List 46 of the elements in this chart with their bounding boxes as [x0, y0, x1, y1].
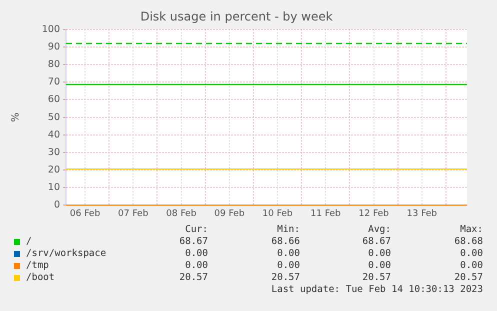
text: 68.66 [271, 236, 300, 248]
text: Min: [277, 224, 300, 236]
text: 68.67 [179, 236, 208, 248]
text: 20.57 [454, 272, 483, 284]
text: 20.57 [179, 272, 208, 284]
y-tick-label: 100 [42, 24, 60, 35]
text: 68.67 [362, 236, 391, 248]
text: Max: [460, 224, 483, 236]
text: Cur: [185, 224, 208, 236]
x-tick-label: 08 Feb [166, 208, 197, 219]
legend-label: / [26, 236, 32, 248]
text: 0.00 [185, 260, 208, 272]
legend-label: /srv/workspace [26, 248, 106, 260]
y-tick-label: 40 [48, 129, 60, 140]
x-tick-label: 13 Feb [406, 208, 438, 219]
y-tick-label: 70 [48, 76, 60, 88]
y-tick-label: 10 [48, 182, 60, 194]
text: 0.00 [368, 248, 391, 260]
text: Avg: [368, 224, 391, 236]
text: 0.00 [460, 248, 483, 260]
text: 0.00 [368, 260, 391, 272]
x-tick-label: 12 Feb [358, 208, 390, 219]
x-tick-label: 10 Feb [262, 208, 293, 219]
y-tick-label: 60 [48, 94, 60, 106]
y-axis-title: % [10, 112, 22, 122]
text: 0.00 [185, 248, 208, 260]
y-tick-label: 0 [54, 200, 60, 211]
text: 0.00 [460, 260, 483, 272]
text: 20.57 [362, 272, 391, 284]
x-tick-label: 09 Feb [214, 208, 245, 219]
x-tick-label: 11 Feb [310, 208, 342, 219]
y-tick-label: 90 [48, 41, 60, 52]
text: Last update: Tue Feb 14 10:30:13 2023 [271, 284, 483, 296]
y-tick-label: 50 [48, 112, 60, 123]
text: 0.00 [277, 248, 300, 260]
y-tick-label: 30 [48, 146, 60, 158]
chart-title: Disk usage in percent - by week [140, 9, 333, 24]
x-tick-label: 07 Feb [118, 208, 149, 219]
legend-label: /tmp [26, 260, 49, 272]
text: 68.68 [454, 236, 483, 248]
y-tick-label: 80 [48, 59, 60, 70]
x-tick-label: 06 Feb [70, 208, 100, 219]
text: 20.57 [271, 272, 300, 284]
legend-label: /boot [26, 272, 55, 284]
y-tick-label: 20 [48, 164, 60, 176]
text: 0.00 [277, 260, 300, 272]
